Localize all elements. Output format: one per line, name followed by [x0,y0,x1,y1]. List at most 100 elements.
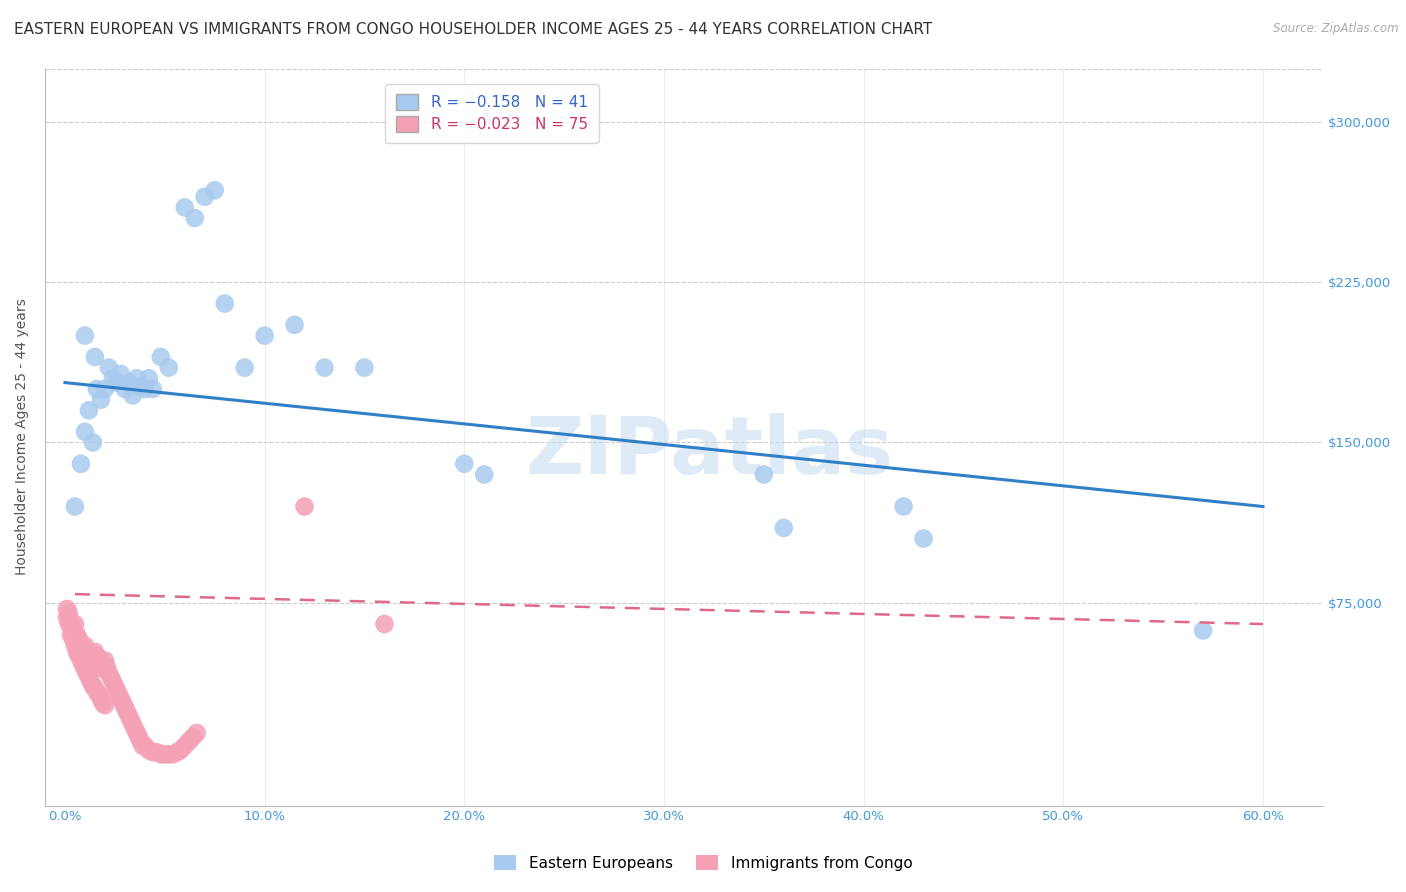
Point [76,666,98,681]
Point [108,688,131,702]
Point [149,350,172,364]
Point [111,696,134,710]
Point [58,607,80,621]
Point [772,521,794,535]
Point [67,648,90,663]
Point [70,639,93,653]
Point [125,726,148,740]
Point [73,425,96,439]
Point [118,376,141,390]
Point [204,183,226,197]
Point [170,743,193,757]
Point [181,731,204,745]
Point [132,739,155,753]
Point [83,681,105,695]
Point [129,380,152,394]
Point [124,722,146,736]
Point [125,371,148,385]
Point [373,617,395,632]
Point [121,388,143,402]
Point [87,653,110,667]
Point [86,685,108,699]
Point [173,201,195,215]
Point [86,648,108,663]
Point [70,653,93,667]
Point [90,657,112,672]
Point [100,670,122,684]
Point [472,467,495,482]
Point [77,670,100,684]
Point [67,632,90,646]
Point [173,739,195,753]
Point [59,615,82,629]
Point [90,392,112,407]
Point [114,382,136,396]
Point [233,360,256,375]
Legend: Eastern Europeans, Immigrants from Congo: Eastern Europeans, Immigrants from Congo [484,846,922,880]
Point [186,726,208,740]
Point [58,617,80,632]
Point [142,745,165,759]
Point [63,500,86,514]
Point [87,688,110,702]
Point [104,679,127,693]
Point [129,734,152,748]
Point [66,628,89,642]
Point [105,683,128,698]
Point [118,709,141,723]
Point [134,739,156,753]
Point [105,376,128,390]
Point [90,691,112,706]
Point [83,350,105,364]
Point [82,653,104,667]
Point [183,211,205,225]
Text: EASTERN EUROPEAN VS IMMIGRANTS FROM CONGO HOUSEHOLDER INCOME AGES 25 - 44 YEARS : EASTERN EUROPEAN VS IMMIGRANTS FROM CONG… [14,22,932,37]
Point [73,639,96,653]
Point [128,731,150,745]
Point [66,645,89,659]
Point [62,632,84,646]
Point [63,617,86,632]
Point [138,371,160,385]
Point [253,328,276,343]
Point [63,639,86,653]
Point [82,435,104,450]
Point [94,698,117,713]
Point [194,190,217,204]
Point [162,747,184,762]
Point [72,645,94,659]
Point [284,318,307,332]
Point [134,382,156,396]
Point [77,403,100,417]
Legend: R = −0.158   N = 41, R = −0.023   N = 75: R = −0.158 N = 41, R = −0.023 N = 75 [385,84,599,143]
Point [76,648,98,663]
Point [91,696,114,710]
Text: Source: ZipAtlas.com: Source: ZipAtlas.com [1274,22,1399,36]
Point [912,532,935,546]
Point [97,666,120,681]
Point [214,296,236,310]
Point [149,747,172,762]
Point [146,745,169,759]
Point [94,382,117,396]
Point [115,705,138,719]
Point [77,653,100,667]
Point [73,328,96,343]
Point [138,743,160,757]
Point [62,624,84,638]
Point [893,500,915,514]
Point [453,457,475,471]
Point [73,662,96,676]
Point [86,382,108,396]
Point [59,628,82,642]
Point [121,717,143,731]
Point [110,367,132,381]
Point [83,645,105,659]
Y-axis label: Householder Income Ages 25 - 44 years: Householder Income Ages 25 - 44 years [15,299,30,575]
Point [294,500,316,514]
Point [70,457,93,471]
Point [110,691,132,706]
Point [752,467,775,482]
Point [82,679,104,693]
Point [120,713,142,727]
